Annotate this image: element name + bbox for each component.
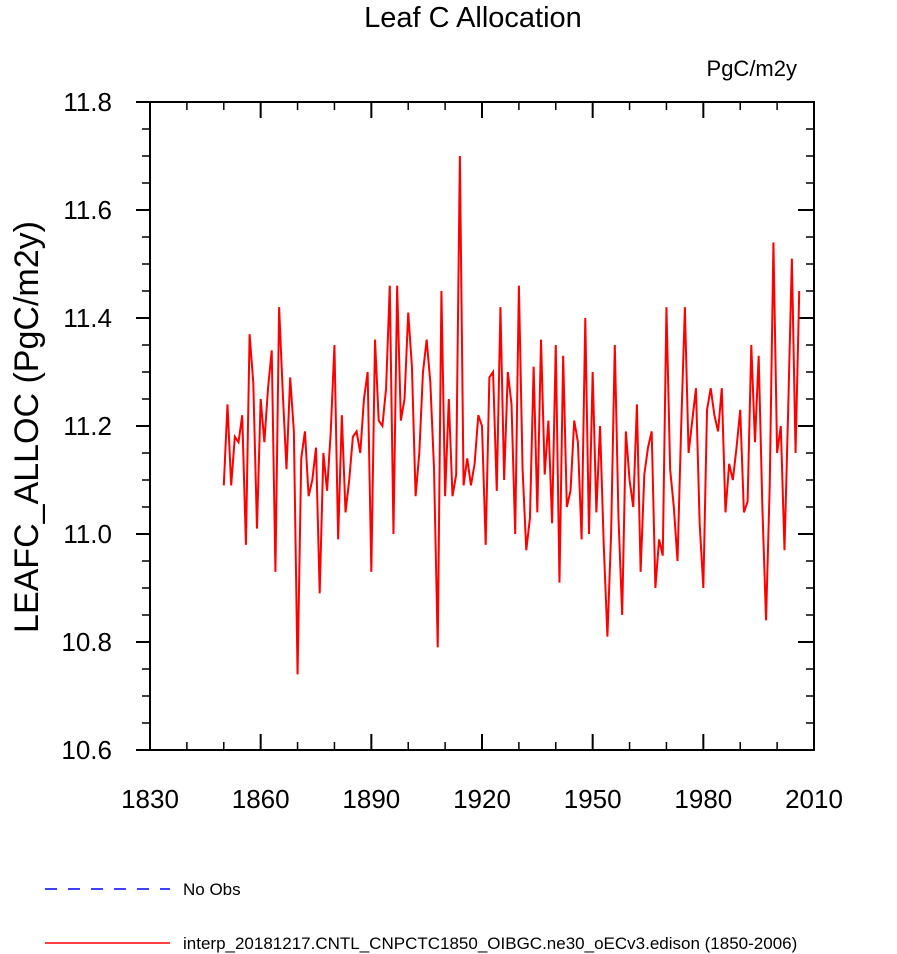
x-tick-label: 2010 [785,784,843,814]
x-tick-label: 1860 [232,784,290,814]
y-tick-label: 11.2 [63,411,112,441]
plot-frame [149,101,815,751]
y-tick-label: 10.6 [61,735,112,765]
y-axis-tick-labels: 10.6 10.8 11.0 11.2 11.4 11.6 11.8 [61,87,112,765]
y-tick-label: 10.8 [61,627,112,657]
units-label: PgC/m2y [707,56,797,81]
x-tick-label: 1830 [121,784,179,814]
legend-label-model-run: interp_20181217.CNTL_CNPCTC1850_OIBGC.ne… [183,934,797,953]
legend-label-no-obs: No Obs [183,880,241,899]
series-layer [222,155,801,675]
y-tick-label: 11.4 [63,303,112,333]
x-axis-tick-labels: 1830 1860 1890 1920 1950 1980 2010 [121,784,843,814]
x-tick-label: 1890 [342,784,400,814]
x-tick-label: 1920 [453,784,511,814]
series-points [223,155,800,675]
axis-ticks [136,101,815,751]
chart-title: Leaf C Allocation [364,2,582,34]
y-tick-label: 11.6 [63,195,112,225]
series-line [222,155,801,675]
y-tick-label: 11.8 [63,87,112,117]
legend: No Obs interp_20181217.CNTL_CNPCTC1850_O… [45,880,797,953]
y-axis-label: LEAFC_ALLOC (PgC/m2y) [8,221,46,633]
x-tick-label: 1980 [674,784,732,814]
x-tick-label: 1950 [564,784,622,814]
y-tick-label: 11.0 [63,519,112,549]
